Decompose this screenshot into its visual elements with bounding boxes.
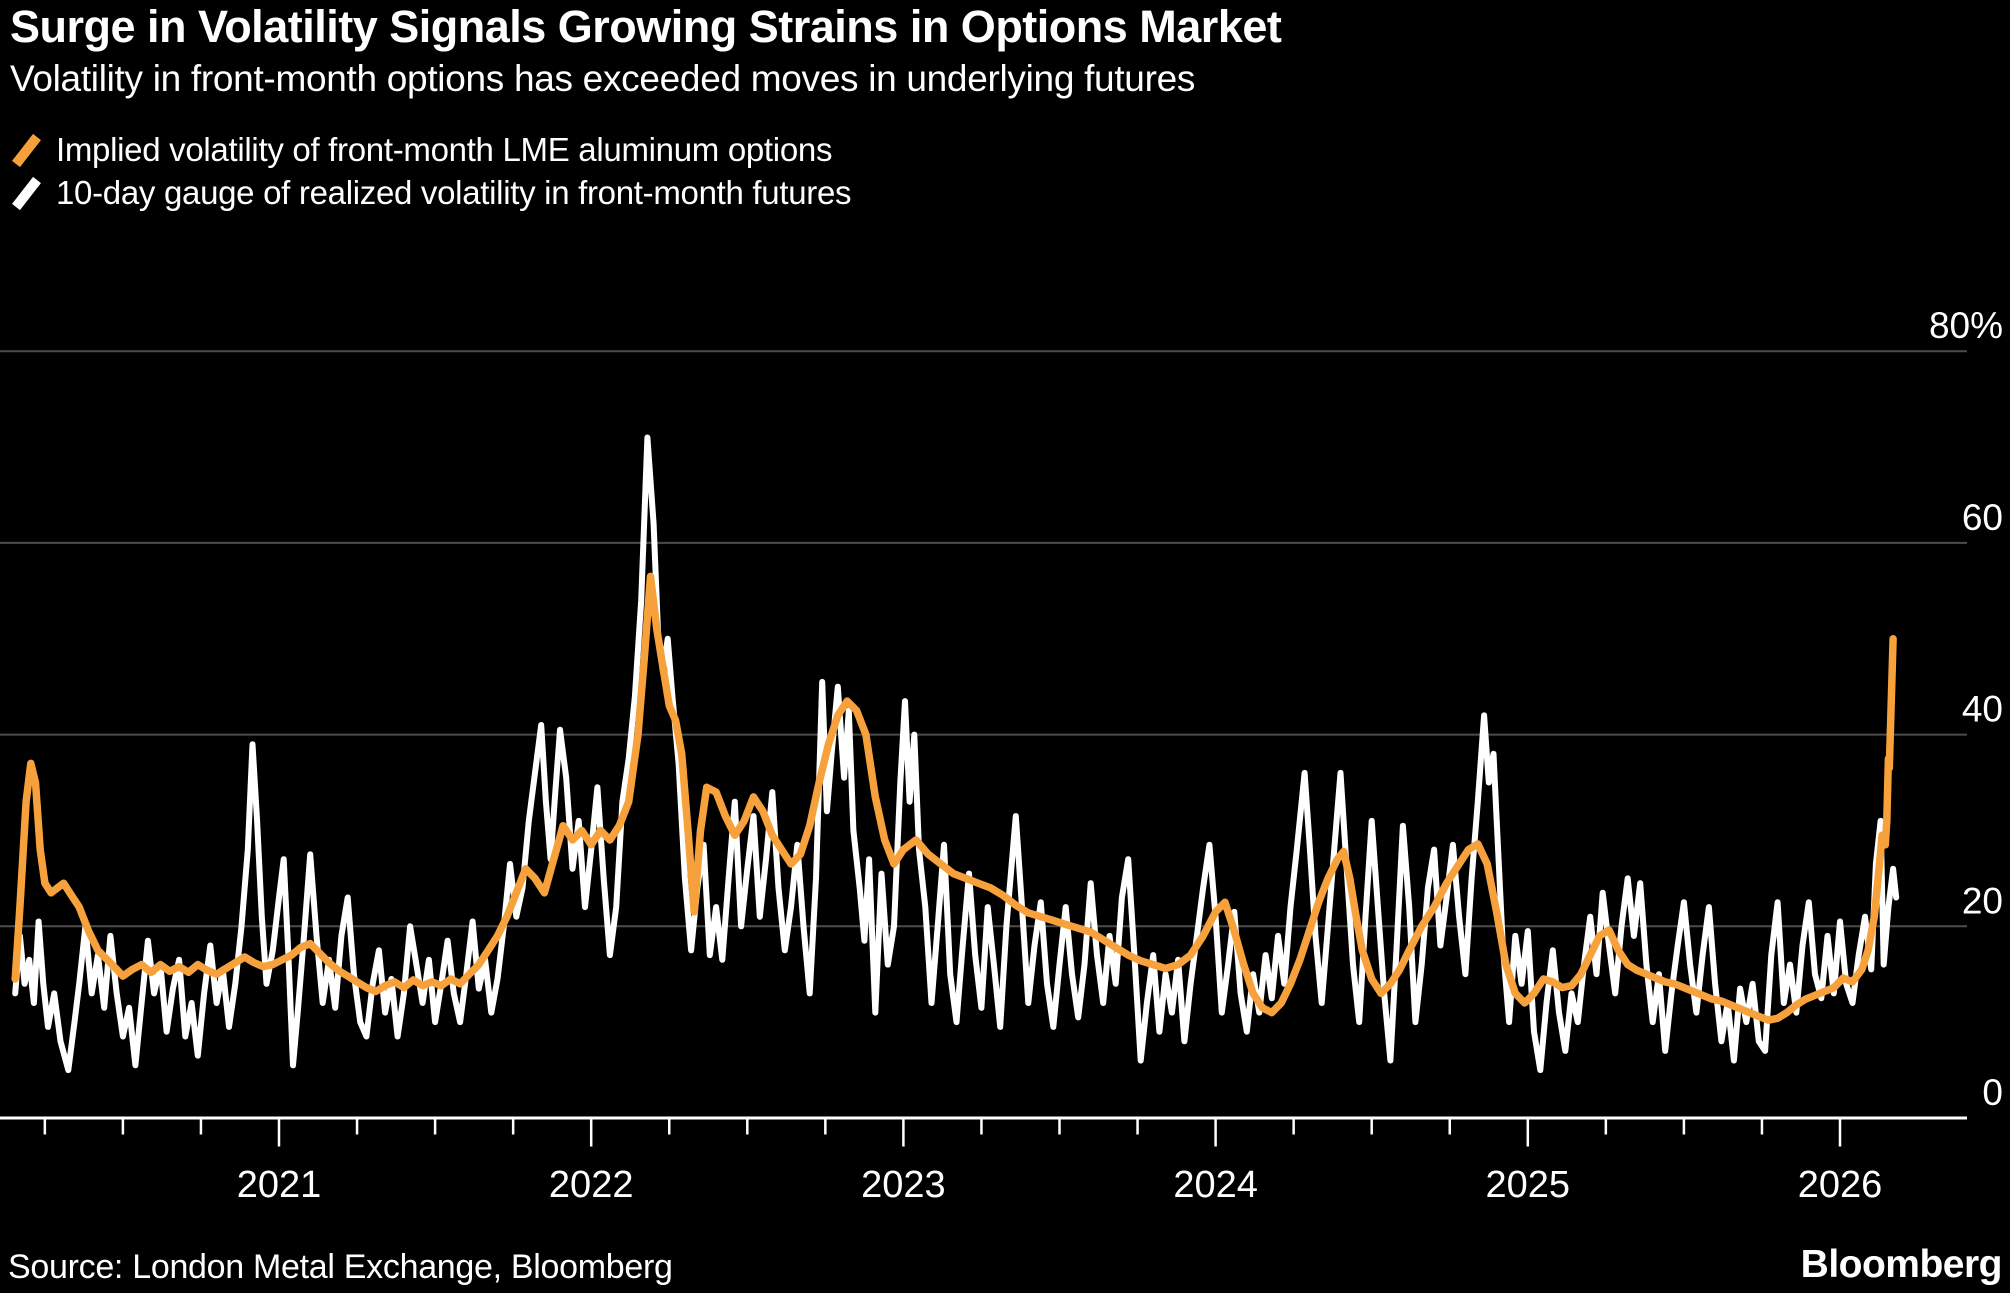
y-tick-label-60: 60 xyxy=(1962,497,2003,538)
bloomberg-logo: Bloomberg xyxy=(1800,1243,2003,1286)
legend-item-implied: Implied volatility of front-month LME al… xyxy=(10,128,851,171)
legend-label-realized: 10-day gauge of realized volatility in f… xyxy=(56,173,852,211)
x-tick-label-2024: 2024 xyxy=(1173,1164,1258,1206)
chart-subtitle: Volatility in front-month options has ex… xyxy=(10,58,1196,100)
white-slash-icon xyxy=(12,176,41,210)
y-tick-label-40: 40 xyxy=(1962,689,2003,730)
x-tick-label-2021: 2021 xyxy=(237,1164,322,1206)
x-tick-label-2022: 2022 xyxy=(549,1164,634,1206)
series-realized-line xyxy=(12,434,1900,1074)
series-implied-line xyxy=(11,572,1897,1024)
chart-title: Surge in Volatility Signals Growing Stra… xyxy=(10,1,1282,52)
x-tick-label-2023: 2023 xyxy=(861,1164,946,1206)
y-tick-label-0: 0 xyxy=(1982,1072,2003,1113)
chart-header: Surge in Volatility Signals Growing Stra… xyxy=(10,1,2000,100)
orange-slash-icon xyxy=(12,133,41,167)
x-tick-label-2026: 2026 xyxy=(1798,1164,1883,1206)
legend-label-implied: Implied volatility of front-month LME al… xyxy=(56,130,833,168)
y-tick-label-80: 80% xyxy=(1929,305,2003,346)
x-tick-label-2025: 2025 xyxy=(1486,1164,1571,1206)
legend-item-realized: 10-day gauge of realized volatility in f… xyxy=(10,171,852,214)
y-tick-label-20: 20 xyxy=(1962,880,2003,921)
chart-legend: Implied volatility of front-month LME al… xyxy=(10,128,852,214)
source-credit: Source: London Metal Exchange, Bloomberg xyxy=(8,1248,673,1286)
